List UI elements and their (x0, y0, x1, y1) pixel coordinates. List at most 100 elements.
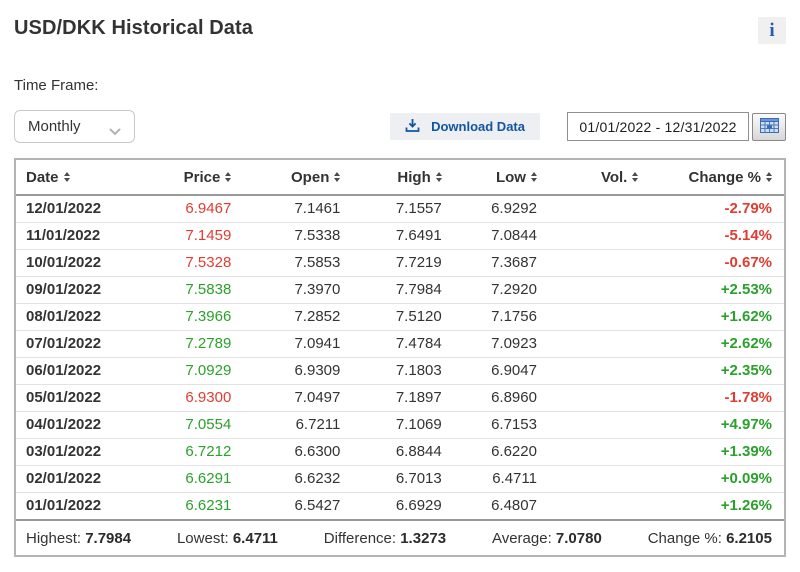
info-icon: i (769, 20, 775, 41)
info-button[interactable]: i (758, 17, 786, 44)
cell-change: +4.97% (650, 411, 784, 439)
cell-price: 6.7212 (146, 438, 244, 466)
cell-open: 7.3970 (243, 276, 353, 304)
cell-vol (548, 411, 651, 439)
cell-vol (548, 465, 651, 493)
sort-icon (63, 172, 70, 182)
time-frame-label: Time Frame: (14, 77, 99, 94)
cell-vol (548, 276, 651, 304)
calendar-button[interactable] (752, 112, 786, 141)
cell-high: 7.1803 (352, 357, 454, 385)
download-icon (405, 118, 420, 136)
column-header-high[interactable]: High (352, 160, 454, 196)
table-row: 10/01/2022 7.5328 7.5853 7.7219 7.3687 -0.67% (16, 249, 784, 277)
column-label-vol: Vol. (600, 168, 628, 186)
cell-low: 7.2920 (453, 276, 549, 304)
cell-low: 7.3687 (453, 249, 549, 277)
column-header-vol[interactable]: Vol. (548, 160, 651, 196)
column-header-low[interactable]: Low (453, 160, 549, 196)
column-header-date[interactable]: Date (16, 160, 147, 196)
cell-change: +1.26% (720, 497, 772, 515)
cell-date: 04/01/2022 (16, 411, 147, 439)
cell-open: 6.7211 (243, 411, 353, 439)
summary-item: Change %: 6.2105 (647, 529, 772, 547)
cell-open: 6.9309 (243, 357, 353, 385)
cell-open: 7.2852 (243, 303, 353, 331)
page-header: USD/DKK Historical Data i (14, 13, 786, 44)
cell-change: +1.39% (650, 438, 784, 466)
table-row: 05/01/2022 6.9300 7.0497 7.1897 6.8960 -1.78% (16, 384, 784, 412)
column-label-change: Change % (688, 168, 761, 186)
cell-date: 06/01/2022 (16, 357, 147, 385)
cell-high: 7.1897 (352, 384, 454, 412)
table-row: 12/01/2022 6.9467 7.1461 7.1557 6.9292 -2.79% (16, 195, 784, 223)
cell-high: 7.7984 (352, 276, 454, 304)
column-header-change[interactable]: Change % (650, 160, 784, 196)
column-header-open[interactable]: Open (243, 160, 353, 196)
historical-data-page: USD/DKK Historical Data i Time Frame: Mo… (14, 13, 786, 557)
cell-low: 6.9047 (453, 357, 549, 385)
cell-price: 7.5328 (146, 249, 244, 277)
sort-icon (632, 172, 639, 182)
download-data-button[interactable]: Download Data (390, 113, 540, 140)
cell-high: 7.1557 (352, 195, 454, 223)
date-range-input[interactable] (567, 112, 749, 141)
cell-low: 6.4807 (491, 497, 537, 515)
cell-change: -0.67% (650, 249, 784, 277)
chevron-down-icon (109, 123, 121, 135)
cell-price: 6.9467 (146, 195, 244, 223)
summary-item: Highest: 7.7984 (26, 529, 132, 547)
cell-change: +2.53% (650, 276, 784, 304)
column-label-date: Date (26, 168, 59, 186)
cell-date: 02/01/2022 (16, 465, 147, 493)
summary-item: Difference: 1.3273 (323, 529, 447, 547)
cell-high: 7.6491 (352, 222, 454, 250)
sort-icon (225, 172, 232, 182)
page-title: USD/DKK Historical Data (14, 17, 254, 39)
cell-price: 7.3966 (146, 303, 244, 331)
cell-vol (548, 222, 651, 250)
cell-low: 6.8960 (453, 384, 549, 412)
cell-vol (548, 330, 651, 358)
controls-row: Monthly Download Data (14, 110, 786, 143)
sort-icon (766, 172, 772, 182)
cell-date: 07/01/2022 (16, 330, 147, 358)
sort-icon (530, 172, 537, 182)
cell-open: 7.1461 (243, 195, 353, 223)
sort-icon (334, 172, 341, 182)
time-frame-select[interactable]: Monthly (14, 110, 135, 143)
cell-price: 7.2789 (146, 330, 244, 358)
cell-price: 7.0554 (146, 411, 244, 439)
summary-item: Average: 7.0780 (491, 529, 602, 547)
cell-high: 6.8844 (352, 438, 454, 466)
cell-vol (548, 195, 651, 223)
column-label-price: Price (183, 168, 221, 186)
cell-price: 7.5838 (146, 276, 244, 304)
table-row: 06/01/2022 7.0929 6.9309 7.1803 6.9047 +2.35% (16, 357, 784, 385)
column-label-high: High (397, 168, 431, 186)
table-body: 12/01/2022 6.9467 7.1461 7.1557 6.9292 -2.79%… (16, 195, 784, 519)
column-label-low: Low (495, 168, 526, 186)
cell-low: 7.0844 (453, 222, 549, 250)
table-row: 03/01/2022 6.7212 6.6300 6.8844 6.6220 +1.39% (16, 438, 784, 466)
column-header-price[interactable]: Price (146, 160, 244, 196)
cell-date: 08/01/2022 (16, 303, 147, 331)
cell-high: 7.1069 (352, 411, 454, 439)
table-row: 01/01/2022 6.6231 6.5427 6.6929 6.4807 +1.26% (16, 492, 784, 519)
table-summary-row: Highest: 7.7984 Lowest: 6.4711 Difference:… (16, 519, 784, 555)
cell-date: 01/01/2022 (26, 497, 102, 515)
cell-vol (548, 384, 651, 412)
cell-vol (548, 438, 651, 466)
cell-low: 6.4711 (453, 465, 549, 493)
cell-open: 7.0497 (243, 384, 353, 412)
table-header-row: Date Price Open High Low Vol. Change % (16, 160, 784, 196)
table-row: 08/01/2022 7.3966 7.2852 7.5120 7.1756 +1.62% (16, 303, 784, 331)
time-frame-selected-value: Monthly (28, 118, 81, 135)
cell-date: 03/01/2022 (16, 438, 147, 466)
cell-change: -5.14% (650, 222, 784, 250)
table-row: 07/01/2022 7.2789 7.0941 7.4784 7.0923 +2.62% (16, 330, 784, 358)
cell-high: 7.7219 (352, 249, 454, 277)
cell-date: 09/01/2022 (16, 276, 147, 304)
calendar-icon (759, 117, 779, 136)
cell-high: 7.5120 (352, 303, 454, 331)
